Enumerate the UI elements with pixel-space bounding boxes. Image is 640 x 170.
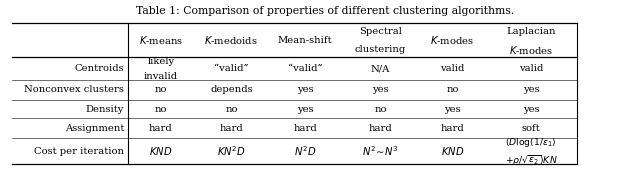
Text: hard: hard — [149, 124, 173, 133]
Text: no: no — [155, 86, 167, 95]
Text: valid: valid — [519, 64, 543, 73]
Text: Table 1: Comparison of properties of different clustering algorithms.: Table 1: Comparison of properties of dif… — [136, 6, 515, 16]
Text: yes: yes — [523, 105, 540, 114]
Text: yes: yes — [372, 86, 388, 95]
Text: $(D\log(1/\epsilon_1)$: $(D\log(1/\epsilon_1)$ — [505, 136, 557, 149]
Text: Spectral: Spectral — [359, 28, 402, 37]
Text: yes: yes — [297, 105, 314, 114]
Text: $N^2\!\sim\!N^3$: $N^2\!\sim\!N^3$ — [362, 144, 399, 158]
Text: no: no — [446, 86, 459, 95]
Text: “valid”: “valid” — [214, 64, 249, 73]
Text: hard: hard — [293, 124, 317, 133]
Text: hard: hard — [441, 124, 465, 133]
Text: $K$-means: $K$-means — [139, 34, 183, 46]
Text: no: no — [155, 105, 167, 114]
Text: Assignment: Assignment — [65, 124, 124, 133]
Text: Mean-shift: Mean-shift — [278, 36, 332, 45]
Text: $KN^2D$: $KN^2D$ — [217, 144, 246, 158]
Text: Centroids: Centroids — [74, 64, 124, 73]
Text: soft: soft — [522, 124, 540, 133]
Text: invalid: invalid — [144, 72, 178, 81]
Text: $K$-modes: $K$-modes — [431, 34, 475, 46]
Text: hard: hard — [220, 124, 243, 133]
Text: depends: depends — [210, 86, 253, 95]
Text: clustering: clustering — [355, 45, 406, 54]
Text: yes: yes — [444, 105, 461, 114]
Text: no: no — [374, 105, 387, 114]
Text: $+\rho/\sqrt{\epsilon_2})KN$: $+\rho/\sqrt{\epsilon_2})KN$ — [505, 153, 557, 168]
Text: likely: likely — [147, 57, 174, 66]
Text: Density: Density — [86, 105, 124, 114]
Text: N/A: N/A — [371, 64, 390, 73]
Text: $N^2D$: $N^2D$ — [294, 144, 316, 158]
Text: Nonconvex clusters: Nonconvex clusters — [24, 86, 124, 95]
Text: “valid”: “valid” — [288, 64, 323, 73]
Text: Cost per iteration: Cost per iteration — [34, 147, 124, 156]
Text: $KND$: $KND$ — [149, 145, 172, 157]
Text: $KND$: $KND$ — [441, 145, 464, 157]
Text: Laplacian: Laplacian — [506, 28, 556, 37]
Text: yes: yes — [297, 86, 314, 95]
Text: valid: valid — [440, 64, 465, 73]
Text: no: no — [225, 105, 237, 114]
Text: $K$-medoids: $K$-medoids — [205, 34, 259, 46]
Text: yes: yes — [523, 86, 540, 95]
Text: hard: hard — [369, 124, 392, 133]
Text: $K$-modes: $K$-modes — [509, 44, 553, 56]
